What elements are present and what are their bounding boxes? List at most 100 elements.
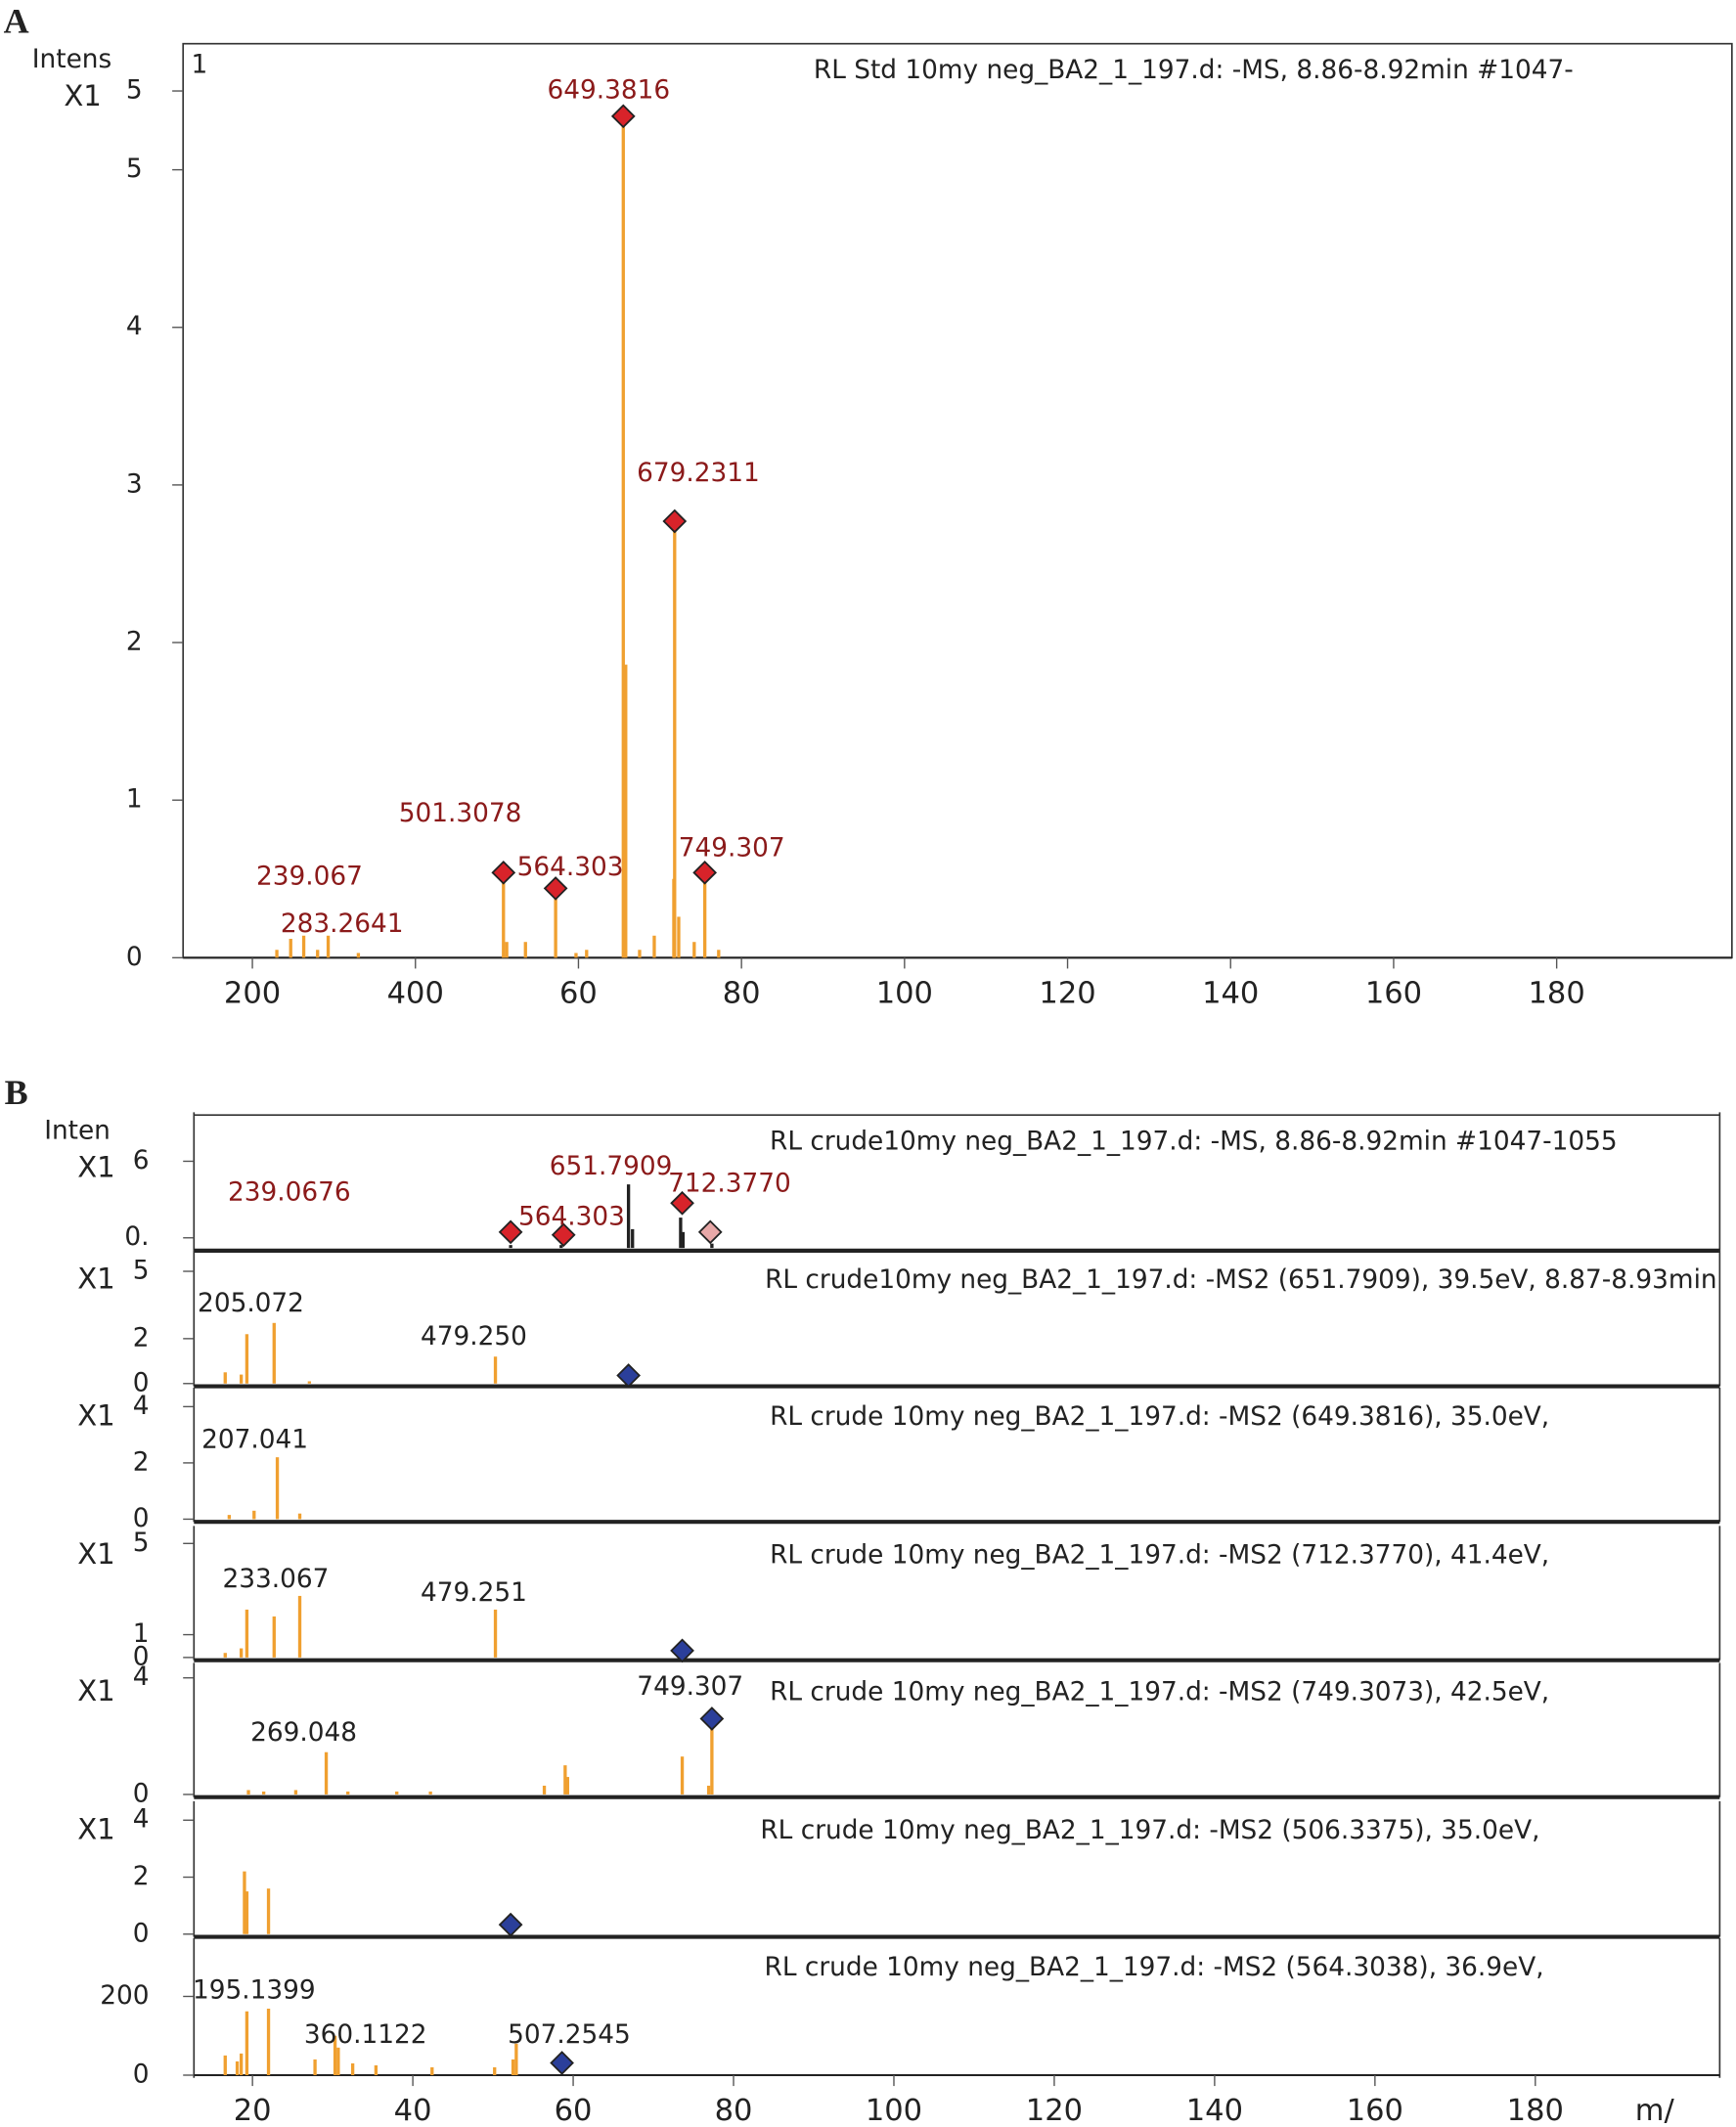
- y-tick-label: 0: [133, 1504, 150, 1533]
- peak-marker: [610, 104, 636, 129]
- y-tick-label: 5: [133, 1257, 150, 1286]
- x-tick-label: 100: [876, 976, 933, 1010]
- y-tick-label: 2: [133, 1323, 150, 1352]
- y-tick-label: 0: [133, 2060, 150, 2089]
- peak-label: 195.1399: [193, 1975, 316, 2005]
- y-tick-label: 0: [133, 1779, 150, 1808]
- scale-label: X1: [77, 1812, 114, 1845]
- peak-label: 649.3816: [547, 76, 670, 106]
- y-tick-label: 200: [100, 1981, 149, 2011]
- scale-label: X1: [64, 79, 101, 112]
- peak-label: 479.250: [421, 1322, 527, 1352]
- peak-label: 283.2641: [281, 909, 404, 939]
- peak-label: 679.2311: [637, 459, 760, 488]
- spectrum-title: RL crude 10my neg_BA2_1_197.d: -MS2 (649…: [770, 1402, 1549, 1432]
- peak-marker: [692, 860, 718, 885]
- x-tick-label: 180: [1529, 976, 1585, 1010]
- peak-marker: [699, 1706, 725, 1731]
- x-tick-label: 60: [555, 2094, 593, 2127]
- spectrum-title: RL crude10my neg_BA2_1_197.d: -MS, 8.86-…: [770, 1127, 1618, 1156]
- y-tick-label: 3: [126, 469, 143, 499]
- y-axis-label: Inten: [44, 1116, 111, 1145]
- x-axis-label: m/: [1635, 2094, 1675, 2127]
- y-tick-label: 0: [133, 1919, 150, 1948]
- peak-marker: [491, 860, 516, 885]
- y-tick-label: 6: [133, 1146, 150, 1175]
- x-tick-label: 80: [723, 976, 761, 1010]
- x-tick-label: 200: [224, 976, 281, 1010]
- scale-label: X1: [77, 1674, 114, 1707]
- peak-label: 239.0676: [228, 1177, 351, 1207]
- y-tick-label: 5: [126, 76, 143, 106]
- y-tick-label: 4: [126, 312, 143, 341]
- peak-label: 205.072: [198, 1289, 304, 1318]
- x-tick-label: 20: [234, 2094, 272, 2127]
- x-tick-label: 40: [394, 2094, 432, 2127]
- peak-marker: [616, 1363, 641, 1388]
- peak-label: 360.1122: [304, 2020, 427, 2050]
- peak-marker: [551, 1222, 576, 1248]
- spectrum-title: RL crude 10my neg_BA2_1_197.d: -MS2 (564…: [765, 1953, 1544, 1982]
- y-tick-label: 0: [133, 1642, 150, 1671]
- peak-label: 749.307: [637, 1672, 743, 1702]
- peak-label: 651.7909: [550, 1152, 673, 1181]
- y-tick-label: 1: [126, 785, 143, 815]
- peak-label: 712.3770: [668, 1170, 791, 1199]
- peak-label: 269.048: [250, 1718, 357, 1748]
- spectrum-title: RL crude 10my neg_BA2_1_197.d: -MS2 (749…: [770, 1677, 1549, 1706]
- x-tick-label: 160: [1347, 2094, 1403, 2127]
- peak-marker: [543, 876, 568, 901]
- x-tick-label: 100: [866, 2094, 922, 2127]
- y-tick-label: 4: [133, 1805, 150, 1835]
- peak-marker: [498, 1912, 523, 1937]
- peak-label: 564.303: [517, 853, 624, 882]
- peak-marker: [670, 1638, 694, 1663]
- inset-label: 1: [192, 50, 208, 79]
- scale-label: X1: [77, 1398, 114, 1432]
- scale-label: X1: [77, 1537, 114, 1571]
- x-tick-label: 140: [1202, 976, 1259, 1010]
- y-tick-label: 5: [126, 155, 143, 184]
- y-tick-label: 1: [133, 1619, 150, 1649]
- spectrum-title: RL crude10my neg_BA2_1_197.d: -MS2 (651.…: [765, 1265, 1716, 1295]
- peak-label: 207.041: [201, 1425, 308, 1454]
- y-tick-label: 0: [133, 1368, 150, 1397]
- x-tick-label: 180: [1507, 2094, 1564, 2127]
- peak-label: 749.307: [679, 834, 785, 864]
- peak-label: 501.3078: [399, 799, 522, 828]
- x-tick-label: 400: [387, 976, 444, 1010]
- peak-marker: [697, 1219, 723, 1245]
- panel-letter: B: [5, 1073, 28, 1112]
- y-tick-label: 4: [133, 1392, 150, 1421]
- x-tick-label: 120: [1026, 2094, 1083, 2127]
- x-tick-label: 160: [1365, 976, 1422, 1010]
- x-tick-label: 120: [1039, 976, 1095, 1010]
- peak-marker: [662, 509, 688, 534]
- x-tick-label: 140: [1186, 2094, 1243, 2127]
- scale-label: X1: [77, 1262, 114, 1295]
- peak-label: 239.067: [256, 863, 363, 892]
- y-tick-label: 4: [133, 1662, 150, 1692]
- y-tick-label: 5: [133, 1529, 150, 1558]
- spectrum-title: RL crude 10my neg_BA2_1_197.d: -MS2 (506…: [760, 1816, 1539, 1845]
- peak-marker: [550, 2051, 574, 2075]
- peak-label: 564.303: [518, 1203, 625, 1232]
- peak-marker: [670, 1190, 694, 1216]
- peak-label: 507.2545: [508, 2020, 631, 2050]
- x-tick-label: 60: [559, 976, 598, 1010]
- peak-label: 479.251: [421, 1578, 527, 1608]
- y-tick-label: 2: [133, 1862, 150, 1891]
- y-tick-label: 2: [126, 628, 143, 657]
- y-tick-label: 0: [126, 943, 143, 972]
- x-tick-label: 80: [715, 2094, 753, 2127]
- spectrum-title: RL crude 10my neg_BA2_1_197.d: -MS2 (712…: [770, 1540, 1549, 1570]
- y-axis-label: Intens: [32, 45, 111, 74]
- spectrum-title: RL Std 10my neg_BA2_1_197.d: -MS, 8.86-8…: [814, 56, 1574, 85]
- y-tick-label: 2: [133, 1447, 150, 1477]
- scale-label: X1: [77, 1151, 114, 1184]
- peak-label: 233.067: [222, 1565, 329, 1594]
- panel-letter: A: [4, 2, 29, 41]
- peak-marker: [498, 1219, 523, 1245]
- y-tick-label: 0.: [124, 1222, 149, 1252]
